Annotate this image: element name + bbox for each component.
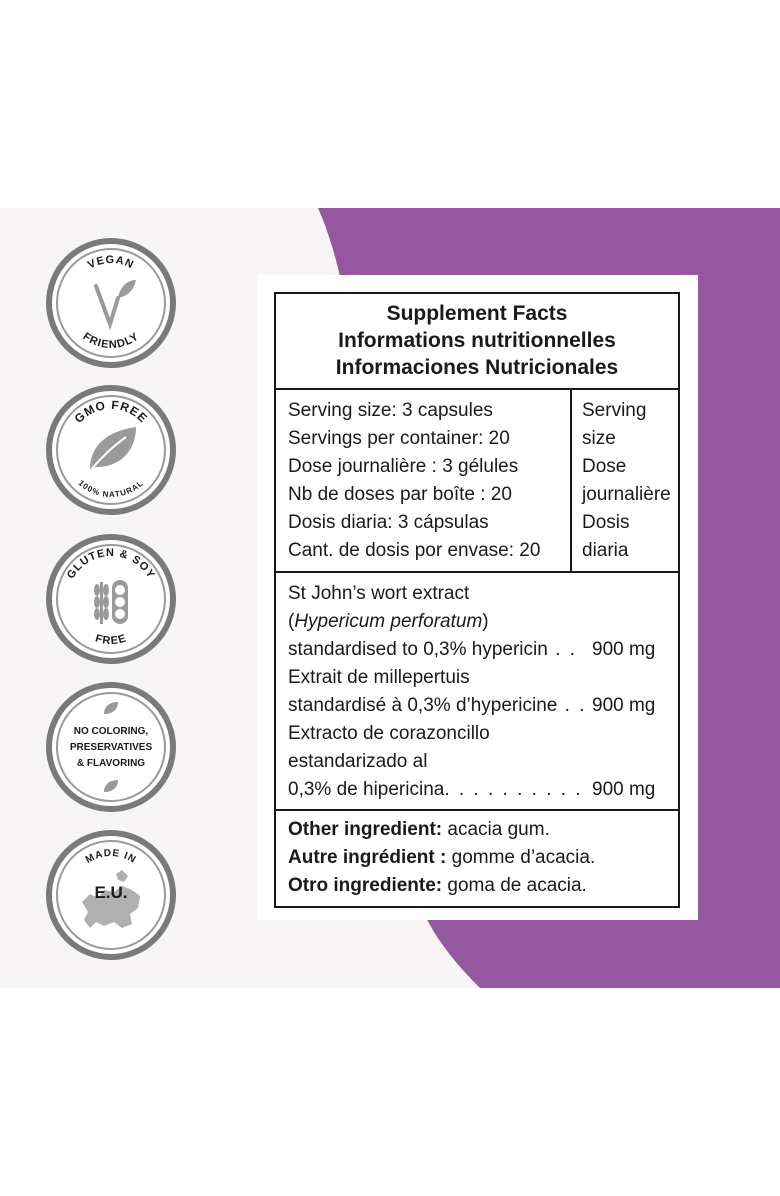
ingredient-es-name: Extracto de corazoncillo [288, 723, 490, 744]
facts-header: Supplement Facts Informations nutritionn… [276, 294, 678, 390]
serving-line: Dosis diaria: 3 cápsulas [288, 512, 489, 533]
ingredient-es-std: estandarizado al [288, 751, 428, 772]
other-ingredient-es: Otro ingrediente: goma de acacia. [288, 875, 587, 896]
badge-line-2: PRESERVATIVES [70, 742, 153, 753]
serving-header-line: diaria [582, 540, 629, 561]
serving-header-line: size [582, 428, 616, 449]
v-leaf-icon [94, 280, 136, 331]
other-ingredient-fr: Autre ingrédient : gomme d’acacia. [288, 847, 596, 868]
ingredient-en-row: standardised to 0,3% hypericin . . . . .… [288, 636, 678, 664]
serving-section: Serving size: 3 capsules Servings per co… [276, 390, 678, 573]
facts-title-fr: Informations nutritionnelles [338, 329, 616, 352]
svg-text:FREE: FREE [94, 632, 128, 647]
badge-top-text: VEGAN [86, 254, 135, 272]
leader-dots: . . . . . . . . . . . . . . . . . . . . … [564, 695, 584, 716]
ingredient-en-std: standardised to 0,3% hypericin [288, 639, 548, 660]
ingredient-es-pct: 0,3% de hipericina [288, 779, 445, 800]
serving-header-line: Dose [582, 456, 627, 477]
europe-map-icon [82, 870, 140, 928]
svg-text:VEGAN: VEGAN [86, 254, 136, 272]
serving-info: Serving size: 3 capsules Servings per co… [276, 390, 572, 571]
no-coloring-badge: NO COLORING, PRESERVATIVES & FLAVORING [46, 682, 176, 812]
ingredient-en-latin: (Hypericum perforatum) [288, 611, 489, 632]
ingredient-fr-row: standardisé à 0,3% d’hypericine . . . . … [288, 692, 678, 720]
ingredient-en-name: St John’s wort extract [288, 583, 470, 604]
serving-line: Servings per container: 20 [288, 428, 510, 449]
badge-line-3: & FLAVORING [77, 758, 145, 769]
facts-title-en: Supplement Facts [386, 302, 568, 325]
serving-header-line: journalière [582, 484, 671, 505]
serving-header-line: Serving [582, 400, 647, 421]
serving-line: Nb de doses par boîte : 20 [288, 484, 512, 505]
badge-bottom-text: FREE [94, 632, 127, 647]
serving-header-line: Dosis [582, 512, 630, 533]
ingredient-en-amount: 900 mg [592, 639, 656, 660]
other-ingredients-section: Other ingredient: acacia gum. Autre ingr… [276, 811, 678, 906]
leader-dots: . . . . . . . . . . . . . . . . . . . . … [444, 779, 584, 800]
serving-column-header: Serving size Dose journalière Dosis diar… [572, 390, 678, 571]
ingredient-fr-std: standardisé à 0,3% d’hypericine [288, 695, 558, 716]
leaf-icon [87, 427, 136, 474]
leader-dots: . . . . . . . . . . . . . . . . . . . . … [555, 639, 584, 660]
vegan-friendly-badge: VEGAN FRIENDLY [46, 238, 176, 368]
ingredient-es-amount: 900 mg [592, 779, 656, 800]
ingredient-fr-name: Extrait de millepertuis [288, 667, 470, 688]
badge-center-text: E.U. [94, 883, 127, 902]
other-ingredient-en: Other ingredient: acacia gum. [288, 819, 550, 840]
serving-line: Cant. de dosis por envase: 20 [288, 540, 541, 561]
facts-title-es: Informaciones Nutricionales [335, 356, 619, 379]
leaf-icon [104, 702, 118, 792]
ingredient-fr-amount: 900 mg [592, 695, 656, 716]
supplement-facts-table: Supplement Facts Informations nutritionn… [274, 292, 680, 908]
serving-line: Serving size: 3 capsules [288, 400, 493, 421]
serving-line: Dose journalière : 3 gélules [288, 456, 519, 477]
badge-line-1: NO COLORING, [74, 726, 149, 737]
ingredient-es-row: 0,3% de hipericina . . . . . . . . . . .… [288, 776, 678, 804]
gmo-free-badge: GMO FREE 100% NATURAL [46, 385, 176, 515]
ingredients-section: St John’s wort extract (Hypericum perfor… [276, 573, 678, 811]
wheat-soy-icon [94, 580, 128, 624]
gluten-soy-free-badge: GLUTEN & SOY FREE [46, 534, 176, 664]
made-in-eu-badge: MADE IN E.U. [46, 830, 176, 960]
